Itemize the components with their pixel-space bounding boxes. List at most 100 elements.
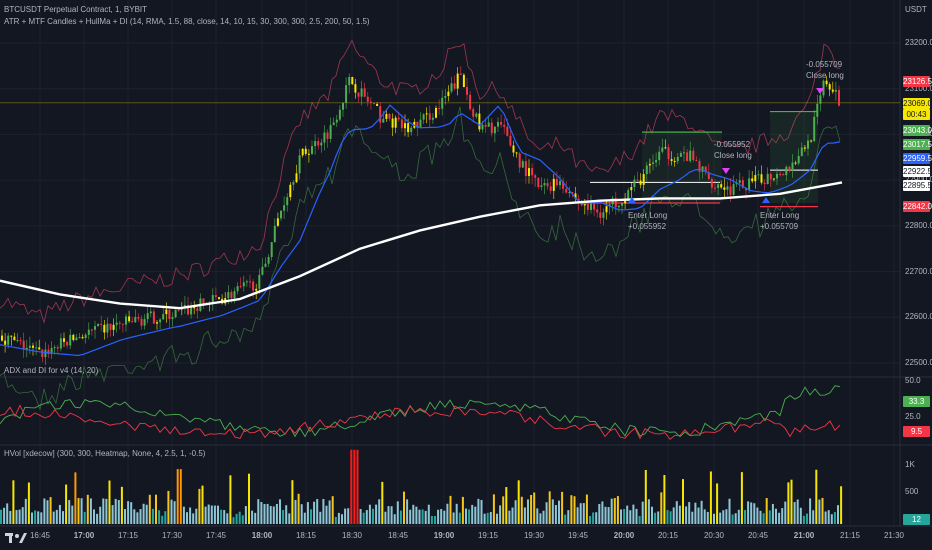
volume-bar — [279, 499, 281, 524]
volume-bar — [406, 499, 409, 524]
volume-bar — [449, 495, 452, 524]
candle-body — [645, 165, 648, 175]
volume-bar — [719, 512, 722, 524]
adx-axis-label: 50.0 — [905, 376, 921, 385]
time-axis-label: 17:45 — [205, 531, 227, 540]
price-tag: 22922.5 — [903, 166, 932, 177]
volume-bar — [24, 498, 27, 524]
volume-bar — [576, 507, 579, 524]
volume-bar — [465, 508, 467, 524]
candle-body — [134, 317, 137, 323]
candle-body — [608, 204, 611, 207]
volume-bar — [117, 500, 120, 524]
candle-body — [779, 173, 782, 175]
volume-bar — [328, 500, 331, 524]
candle-body — [453, 83, 456, 89]
candle-body — [292, 182, 295, 185]
candle-body — [59, 338, 62, 349]
candle-body — [298, 155, 301, 174]
volume-bar — [167, 490, 170, 524]
volume-bar — [542, 510, 545, 524]
volume-bar — [480, 499, 483, 524]
volume-bar — [827, 510, 830, 524]
volume-bar — [111, 505, 114, 524]
volume-tag: 12 — [903, 514, 930, 525]
volume-bar — [207, 504, 210, 524]
candle-body — [490, 122, 493, 134]
candle-body — [444, 96, 447, 98]
symbol-title[interactable]: BTCUSDT Perpetual Contract, 1, BYBIT — [4, 5, 148, 14]
time-axis-label: 18:45 — [387, 531, 409, 540]
volume-bar — [275, 503, 278, 524]
study-legend-hvol[interactable]: HVol [xdecow] (300, 300, Heatmap, None, … — [4, 449, 206, 458]
candle-body — [335, 119, 338, 123]
candle-body — [546, 183, 549, 187]
candle-body — [766, 173, 769, 185]
volume-bar — [34, 510, 37, 524]
study-legend-atr[interactable]: ATR + MTF Candles + HullMa + DI (14, RMA… — [4, 17, 370, 26]
volume-bar — [461, 496, 464, 524]
candle-body — [366, 96, 369, 102]
volume-bar — [102, 498, 105, 524]
candle-body — [81, 337, 84, 339]
volume-bar — [790, 479, 793, 524]
candle-body — [121, 323, 124, 325]
candle-body — [416, 121, 419, 128]
volume-bar — [319, 511, 322, 524]
candle-body — [565, 188, 568, 193]
volume-bar — [604, 506, 607, 524]
candle-body — [270, 242, 273, 257]
candle-body — [404, 123, 406, 129]
candle-body — [462, 74, 465, 88]
candle-body — [252, 281, 255, 291]
volume-bar — [669, 511, 672, 524]
volume-bar — [313, 501, 316, 524]
candle-body — [332, 122, 335, 126]
candle-body — [227, 292, 230, 299]
candle-body — [586, 201, 589, 210]
candle-body — [388, 113, 391, 119]
volume-bar — [598, 504, 601, 524]
volume-bar — [83, 511, 86, 524]
candle-body — [385, 113, 388, 119]
candle-body — [828, 84, 831, 90]
candle-body — [94, 326, 96, 330]
volume-bar — [638, 516, 641, 524]
candle-body — [723, 187, 726, 190]
candle-body — [422, 114, 425, 120]
volume-bar — [589, 516, 591, 524]
tradingview-logo-icon[interactable] — [5, 531, 29, 545]
candle-body — [549, 186, 552, 191]
volume-bar — [678, 505, 681, 524]
volume-bar — [182, 506, 185, 524]
study-legend-adx[interactable]: ADX and DI for v4 (14, 20) — [4, 366, 99, 375]
volume-bar — [437, 509, 440, 524]
volume-bar — [750, 502, 753, 524]
volume-bar — [142, 503, 145, 524]
time-axis-label: 18:00 — [251, 531, 273, 540]
price-axis-label: 23200.0 — [905, 38, 932, 47]
volume-bar — [443, 510, 446, 524]
candle-body — [679, 153, 682, 157]
candle-body — [149, 311, 152, 314]
candle-body — [50, 348, 53, 354]
volume-bar — [564, 514, 567, 524]
candle-body — [816, 103, 819, 117]
time-axis-label: 20:00 — [613, 531, 635, 540]
candle-body — [286, 197, 289, 206]
volume-bar — [148, 494, 151, 524]
candle-body — [692, 150, 695, 161]
time-axis-label: 16:45 — [29, 531, 51, 540]
volume-bar — [570, 495, 573, 524]
atr-upper-band — [0, 39, 841, 324]
candle-body — [500, 122, 503, 125]
candle-body — [177, 309, 180, 311]
volume-bar — [257, 499, 260, 524]
volume-bar — [629, 510, 632, 524]
volume-bar — [489, 511, 492, 524]
volume-bar — [744, 510, 746, 524]
volume-bar — [210, 505, 213, 524]
candle-body — [683, 152, 685, 154]
